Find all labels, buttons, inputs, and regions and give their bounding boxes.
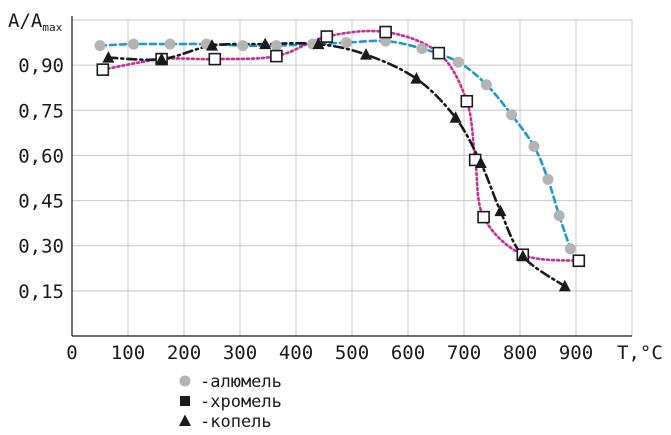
- data-point-series-2: [516, 249, 529, 262]
- x-tick-label: 600: [391, 342, 425, 364]
- series-line-0: [98, 39, 572, 250]
- data-point-series-0: [340, 37, 352, 49]
- data-point-series-1: [96, 63, 110, 76]
- data-point-series-2: [410, 72, 423, 84]
- y-tick-label: 0,15: [18, 281, 64, 303]
- x-tick-label: 0: [66, 342, 77, 364]
- tick-labels: 0 100 200 300 400 500 600 700 800 900 0,15 0,30 0,45…: [18, 55, 593, 364]
- data-point-series-1: [320, 30, 334, 43]
- data-point-series-0: [270, 40, 282, 52]
- y-tick-label: 0,90: [18, 55, 64, 77]
- data-point-series-2: [312, 37, 325, 50]
- x-tick-label: 200: [167, 342, 201, 364]
- y-tick-label: 0,30: [18, 236, 64, 258]
- data-point-series-2: [494, 204, 507, 217]
- x-tick-label: 500: [335, 342, 369, 364]
- y-tick-label: 0,45: [18, 191, 64, 213]
- x-tick-label: 100: [111, 342, 145, 364]
- legend-label: -хромель: [200, 392, 282, 412]
- data-point-series-2: [558, 279, 571, 292]
- trend-lines: [98, 29, 581, 288]
- legend-label: -копель: [200, 412, 272, 430]
- data-point-series-1: [379, 25, 392, 39]
- data-point-series-0: [480, 79, 492, 91]
- data-point-series-2: [360, 48, 372, 60]
- legend-marker: [180, 396, 190, 406]
- legend-label: -алюмель: [200, 372, 282, 392]
- data-point-series-0: [553, 210, 565, 222]
- data-point-series-2: [206, 39, 218, 51]
- data-point-series-0: [416, 43, 428, 55]
- data-point-series-0: [94, 40, 106, 52]
- x-tick-label: 300: [223, 342, 257, 364]
- data-point-series-2: [259, 37, 272, 50]
- legend-marker: [179, 414, 191, 426]
- x-tick-label: 400: [279, 342, 313, 364]
- data-point-series-1: [208, 52, 222, 66]
- x-tick-label: 800: [503, 342, 537, 364]
- data-point-series-0: [128, 38, 140, 50]
- data-markers: [94, 25, 586, 292]
- legend: -алюмель-хромель-копель: [179, 372, 282, 432]
- data-point-series-0: [452, 56, 464, 68]
- data-point-series-1: [477, 210, 490, 224]
- data-point-series-0: [506, 109, 518, 121]
- data-point-series-0: [237, 40, 249, 52]
- y-tick-label: 0,60: [18, 145, 64, 167]
- data-point-series-0: [564, 243, 576, 255]
- series-line-2: [107, 41, 567, 288]
- data-point-series-1: [270, 49, 283, 63]
- y-axis-title: A/Amax: [8, 10, 63, 34]
- x-tick-label: 900: [559, 342, 593, 364]
- legend-marker: [179, 375, 191, 387]
- data-point-series-1: [460, 94, 474, 108]
- data-point-series-1: [432, 46, 446, 60]
- data-point-series-2: [474, 156, 487, 168]
- y-tick-label: 0,75: [18, 100, 64, 122]
- data-point-series-2: [449, 111, 462, 123]
- axes: [71, 16, 632, 337]
- data-point-series-0: [542, 174, 554, 186]
- data-point-series-0: [528, 140, 540, 152]
- data-point-series-1: [572, 254, 586, 268]
- data-point-series-2: [155, 52, 168, 65]
- data-point-series-0: [164, 38, 176, 50]
- x-axis-title: T,°C: [617, 342, 663, 364]
- x-tick-label: 700: [447, 342, 481, 364]
- data-point-series-2: [102, 51, 115, 63]
